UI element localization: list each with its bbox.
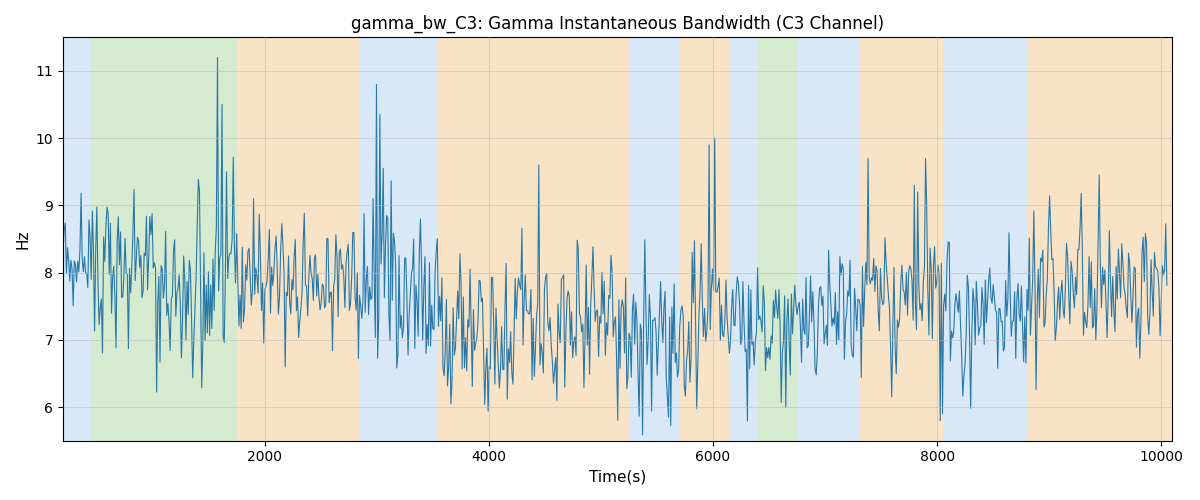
- Bar: [859, 38, 943, 440]
- Bar: [360, 38, 438, 440]
- Bar: [797, 38, 859, 440]
- Bar: [679, 38, 730, 440]
- Y-axis label: Hz: Hz: [16, 230, 30, 249]
- Bar: [943, 38, 1027, 440]
- Bar: [1027, 38, 1172, 440]
- Bar: [64, 38, 91, 440]
- X-axis label: Time(s): Time(s): [589, 470, 647, 485]
- Bar: [629, 38, 679, 440]
- Bar: [758, 38, 797, 440]
- Title: gamma_bw_C3: Gamma Instantaneous Bandwidth (C3 Channel): gamma_bw_C3: Gamma Instantaneous Bandwid…: [352, 15, 884, 34]
- Bar: [438, 38, 629, 440]
- Bar: [236, 38, 360, 440]
- Bar: [730, 38, 758, 440]
- Bar: [91, 38, 236, 440]
